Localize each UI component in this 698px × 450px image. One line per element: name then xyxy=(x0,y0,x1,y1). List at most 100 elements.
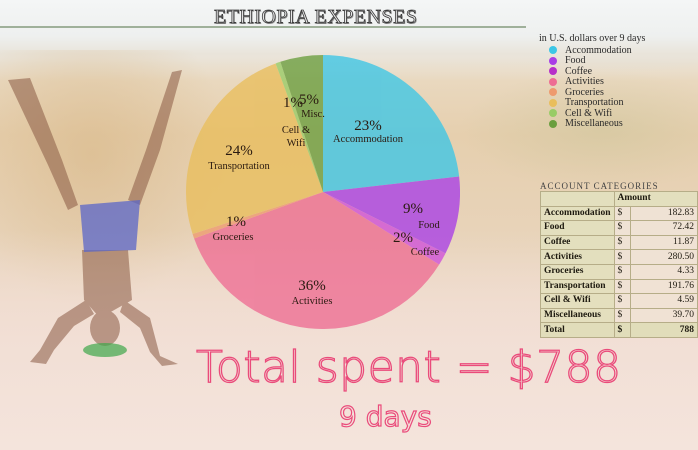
background-field-right xyxy=(458,70,698,190)
chart-legend: in U.S. dollars over 9 days Accommodatio… xyxy=(539,33,645,129)
currency-cell: $ xyxy=(613,263,631,280)
pie-slice-food xyxy=(323,176,460,254)
days-text: 9 days xyxy=(338,399,432,433)
amount-cell: 4.59 xyxy=(629,293,698,309)
total-currency-cell: $ xyxy=(613,322,631,338)
legend-dot-icon xyxy=(549,46,557,55)
currency-cell: $ xyxy=(613,293,631,309)
currency-cell: $ xyxy=(613,234,631,251)
legend-dot-icon xyxy=(549,119,557,128)
coffee-pct: 2% xyxy=(393,230,413,246)
account-categories-table: Amount Accommodation $182.83 Food $72.42 Cof… xyxy=(540,191,698,338)
table-total-row: Total $788 xyxy=(540,322,698,338)
pie-slice-groceries xyxy=(192,192,323,239)
currency-cell: $ xyxy=(613,307,631,324)
legend-label: Groceries xyxy=(565,86,604,98)
pie-labels: 23% Accommodation 9% Food 2% Coffee 36% … xyxy=(208,92,440,307)
pie-slice-activities xyxy=(194,192,440,329)
legend-item: Food xyxy=(549,55,645,67)
legend-label: Transportation xyxy=(565,97,624,109)
misc-pct: 5% xyxy=(299,92,319,108)
legend-label: Miscellaneous xyxy=(565,118,623,130)
legend-dot-icon xyxy=(549,88,557,97)
legend-label: Accommodation xyxy=(565,44,632,56)
table-row: Food $72.42 xyxy=(540,220,698,236)
currency-cell: $ xyxy=(613,278,631,295)
legend-caption: in U.S. dollars over 9 days xyxy=(539,33,646,44)
accommodation-label: Accommodation xyxy=(333,134,404,145)
amount-cell: 182.83 xyxy=(629,205,698,222)
legend-items: Accommodation Food Coffee Activities Groceri… xyxy=(539,45,645,129)
amount-cell: 280.50 xyxy=(629,249,698,265)
legend-item: Transportation xyxy=(549,97,645,109)
activities-pct: 36% xyxy=(298,278,326,294)
legend-label: Coffee xyxy=(565,65,593,77)
legend-item: Cell & Wifi xyxy=(549,108,645,119)
transportation-pct: 24% xyxy=(225,143,253,159)
table-header-row: Amount xyxy=(540,191,698,207)
groceries-pct: 1% xyxy=(226,214,246,230)
header-name-cell xyxy=(540,191,615,207)
legend-label: Cell & Wifi xyxy=(565,107,613,119)
food-pct: 9% xyxy=(403,201,423,217)
category-name-cell: Accommodation xyxy=(540,205,615,222)
amount-cell: 191.76 xyxy=(629,278,698,295)
total-spent-text: Total spent = $788 xyxy=(195,341,622,393)
legend-dot-icon xyxy=(549,109,557,118)
legend-dot-icon xyxy=(549,56,557,65)
legend-label: Activities xyxy=(565,76,604,88)
amount-cell: 4.33 xyxy=(629,263,698,280)
legend-dot-icon xyxy=(549,98,557,107)
amount-cell: 72.42 xyxy=(629,220,698,236)
category-name-cell: Transportation xyxy=(540,278,615,295)
pie-slice-cell-wifi xyxy=(275,61,323,192)
amount-cell: 11.87 xyxy=(629,234,698,251)
table-row: Groceries $4.33 xyxy=(540,263,698,280)
category-name-cell: Activities xyxy=(540,249,615,265)
legend-dot-icon xyxy=(549,67,557,76)
header-amount-cell: Amount xyxy=(613,191,698,207)
legend-label: Food xyxy=(565,55,586,67)
currency-cell: $ xyxy=(613,220,631,236)
category-name-cell: Coffee xyxy=(540,234,615,251)
cell-wifi-label-line1: Cell & xyxy=(282,125,310,136)
title-underline xyxy=(0,26,526,28)
cell-wifi-pct: 1% xyxy=(283,95,303,111)
table-row: Activities $280.50 xyxy=(540,249,698,265)
groceries-label: Groceries xyxy=(213,232,254,243)
pie-slice-miscellaneous xyxy=(280,55,323,192)
pie-slice-coffee xyxy=(323,192,446,265)
legend-item: Coffee xyxy=(549,66,645,77)
accommodation-pct: 23% xyxy=(354,118,382,134)
currency-cell: $ xyxy=(613,249,631,265)
page-title: ETHIOPIA EXPENSES xyxy=(214,6,418,29)
table-row: Accommodation $182.83 xyxy=(540,205,698,222)
total-name-cell: Total xyxy=(540,322,615,338)
pie-slices xyxy=(185,55,460,329)
amount-cell: 39.70 xyxy=(629,307,698,324)
pie-slice-accommodation xyxy=(323,55,460,192)
category-name-cell: Groceries xyxy=(540,263,615,280)
misc-label: Misc. xyxy=(301,109,325,120)
currency-cell: $ xyxy=(613,205,631,222)
legend-dot-icon xyxy=(549,77,557,86)
handstand-person-photo xyxy=(8,70,182,366)
category-name-cell: Cell & Wifi xyxy=(540,293,615,309)
category-name-cell: Food xyxy=(540,220,615,236)
table-row: Coffee $11.87 xyxy=(540,234,698,251)
category-name-cell: Miscellaneous xyxy=(540,307,615,324)
table-title: ACCOUNT CATEGORIES xyxy=(540,181,659,191)
table-row: Cell & Wifi $4.59 xyxy=(540,293,698,309)
food-label: Food xyxy=(418,220,440,231)
total-amount-cell: 788 xyxy=(629,322,698,338)
activities-label: Activities xyxy=(292,296,333,307)
legend-item: Accommodation xyxy=(549,45,645,56)
transportation-label: Transportation xyxy=(208,161,270,172)
legend-item: Activities xyxy=(549,76,645,88)
coffee-label: Coffee xyxy=(411,247,440,258)
legend-item: Groceries xyxy=(549,87,645,98)
table-row: Transportation $191.76 xyxy=(540,278,698,295)
cell-wifi-label-line2: Wifi xyxy=(287,138,306,149)
table-row: Miscellaneous $39.70 xyxy=(540,307,698,324)
